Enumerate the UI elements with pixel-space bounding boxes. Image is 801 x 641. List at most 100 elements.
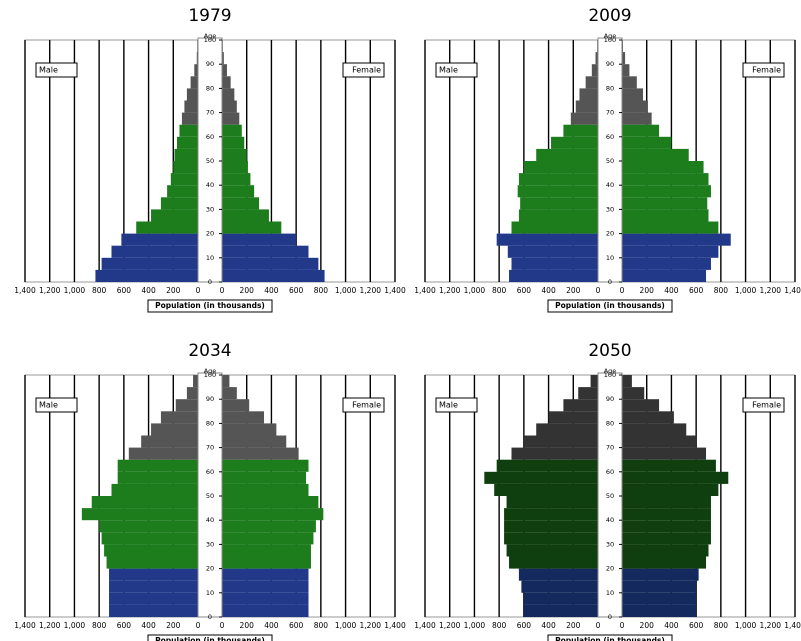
age-column — [197, 37, 223, 283]
bar — [511, 447, 598, 460]
bar — [111, 245, 198, 258]
y-tick-label: 10 — [606, 254, 614, 262]
y-tick-label: 0 — [608, 278, 612, 286]
bar — [494, 483, 598, 496]
x-axis-label-box — [547, 634, 673, 641]
x-tick-label: 1,400 — [14, 621, 36, 630]
x-tick-label: 800 — [492, 286, 507, 295]
bar — [222, 447, 299, 460]
bar — [622, 112, 652, 125]
bar — [222, 136, 245, 149]
bar — [484, 471, 598, 484]
bar — [622, 556, 707, 569]
bar — [222, 124, 242, 137]
bar — [101, 257, 198, 270]
x-tick-label: 600 — [517, 286, 532, 295]
y-tick-label: 0 — [208, 278, 212, 286]
bar — [222, 483, 309, 496]
bar — [622, 435, 697, 448]
bar — [222, 209, 269, 222]
x-tick-label: 800 — [492, 621, 507, 630]
y-tick-label: 40 — [206, 516, 214, 524]
bar — [509, 556, 598, 569]
y-tick-label: 10 — [206, 589, 214, 597]
x-tick-label: 400 — [664, 286, 679, 295]
bar — [578, 387, 598, 400]
legend-label: Female — [352, 66, 381, 75]
chart-title: 1979 — [188, 6, 231, 26]
age-column — [197, 372, 223, 618]
bar — [622, 64, 630, 77]
y-tick-label: 0 — [208, 613, 212, 621]
bar — [523, 435, 598, 448]
bar — [591, 64, 598, 77]
legend-box — [742, 62, 785, 78]
bar — [622, 161, 704, 174]
legend-box — [742, 397, 785, 413]
y-tick-label: 50 — [206, 492, 214, 500]
bar — [622, 592, 697, 605]
x-tick-label: 400 — [264, 621, 279, 630]
legend-box — [342, 62, 385, 78]
bar — [622, 411, 674, 424]
x-tick-label: 1,400 — [414, 286, 436, 295]
x-tick-label: 600 — [689, 621, 704, 630]
bar — [109, 568, 198, 581]
bar — [167, 185, 198, 198]
x-tick-label: 200 — [240, 286, 255, 295]
x-axis-label-box — [147, 634, 273, 641]
bar — [222, 185, 255, 198]
bar — [622, 520, 711, 533]
bar — [222, 76, 231, 89]
x-tick-label: 200 — [166, 621, 181, 630]
bar — [91, 496, 198, 509]
y-tick-label: 70 — [606, 444, 614, 452]
bar — [181, 112, 198, 125]
y-tick-label: 40 — [606, 516, 614, 524]
x-tick-label: 0 — [196, 286, 201, 295]
bar — [511, 257, 598, 270]
y-tick-label: 90 — [206, 395, 214, 403]
bar — [521, 580, 598, 593]
bar — [222, 112, 240, 125]
x-axis-label-box — [547, 299, 673, 313]
x-axis-label: Population (in thousands) — [555, 636, 665, 641]
x-tick-label: 400 — [541, 621, 556, 630]
x-tick-label: 800 — [714, 286, 729, 295]
y-tick-label: 60 — [606, 468, 614, 476]
bar — [622, 580, 697, 593]
y-tick-label: 10 — [606, 589, 614, 597]
bar — [518, 568, 598, 581]
bar — [590, 375, 598, 388]
bar — [222, 100, 237, 113]
bar — [222, 88, 235, 101]
x-axis-label: Population (in thousands) — [555, 301, 665, 310]
bar — [193, 375, 198, 388]
x-tick-label: 800 — [92, 286, 107, 295]
y-tick-label: 90 — [606, 395, 614, 403]
bar — [622, 496, 711, 509]
bar — [222, 161, 248, 174]
bar — [222, 423, 277, 436]
bar — [622, 483, 719, 496]
bar — [622, 544, 709, 557]
y-tick-label: 80 — [206, 419, 214, 427]
x-tick-label: 1,200 — [39, 621, 61, 630]
y-axis-label: Age — [204, 32, 217, 40]
y-tick-label: 80 — [206, 84, 214, 92]
bar — [222, 471, 307, 484]
y-tick-label: 30 — [206, 205, 214, 213]
bar — [509, 269, 598, 282]
bar — [186, 88, 198, 101]
bar — [222, 221, 282, 234]
legend-label: Female — [352, 401, 381, 410]
bar — [511, 221, 598, 234]
x-tick-label: 600 — [289, 286, 304, 295]
legend-label: Male — [439, 401, 458, 410]
y-tick-label: 70 — [206, 109, 214, 117]
bar — [506, 544, 598, 557]
chart-title: 2009 — [588, 6, 631, 26]
bar — [622, 209, 709, 222]
x-tick-label: 600 — [289, 621, 304, 630]
y-tick-label: 100 — [604, 36, 616, 44]
